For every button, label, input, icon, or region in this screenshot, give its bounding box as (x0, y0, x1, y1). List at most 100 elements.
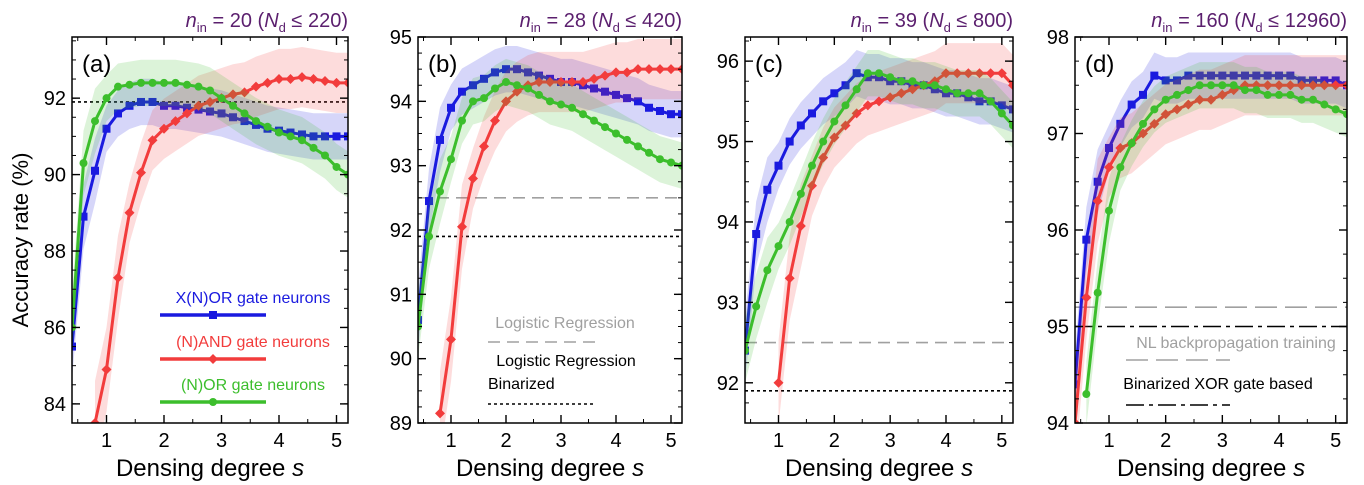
series-band (1075, 52, 1347, 417)
data-point (623, 135, 631, 144)
data-point (645, 148, 653, 157)
data-point (645, 103, 653, 112)
data-point (863, 73, 872, 82)
data-point (840, 120, 851, 131)
data-point (1320, 100, 1329, 109)
legend-label: Binarized XOR gate based (1123, 376, 1312, 393)
x-tick-label: 4 (610, 430, 621, 452)
data-point (785, 137, 794, 146)
x-tick-label: 3 (555, 430, 566, 452)
data-point (874, 96, 884, 107)
data-point (425, 232, 433, 241)
x-tick-label: 1 (445, 430, 456, 452)
plot-frame (71, 36, 349, 424)
title-part: = 160 ( (1173, 10, 1242, 32)
data-point (985, 68, 996, 79)
data-point (458, 87, 466, 96)
data-point (885, 92, 896, 103)
data-point (1150, 105, 1159, 114)
data-point (480, 94, 488, 103)
data-point (886, 77, 895, 86)
data-point (974, 68, 985, 79)
y-tick-label: 95 (1047, 317, 1069, 339)
data-point (1252, 71, 1261, 80)
data-point (952, 68, 963, 79)
x-axis-label: Densing degree s (1117, 455, 1305, 482)
y-tick-label: 95 (717, 132, 739, 154)
data-point (807, 180, 817, 191)
data-point (1075, 418, 1080, 423)
panel-label: (d) (1085, 51, 1114, 78)
data-point (1308, 80, 1318, 91)
data-point (1286, 90, 1295, 99)
y-tick-label: 90 (44, 165, 66, 187)
series-band (95, 47, 348, 423)
data-point (1296, 80, 1307, 91)
data-point (435, 408, 445, 419)
panel-c: 92 93 94 95 96 1 2 3 4 5 (c) Densing degree s nin = … (717, 10, 1014, 482)
data-point (447, 103, 455, 112)
data-point (612, 129, 620, 138)
data-point (343, 77, 348, 88)
data-point (1218, 81, 1227, 90)
x-axis-label-variable: s (961, 455, 973, 482)
data-point (491, 84, 499, 93)
data-point (942, 85, 950, 94)
data-point (1229, 81, 1238, 90)
y-tick-label: 94 (390, 91, 412, 113)
data-point (964, 93, 973, 102)
y-tick-label: 90 (390, 349, 412, 371)
data-point (321, 151, 329, 160)
data-point (1160, 109, 1171, 120)
x-axis-label-text: Densing degree (1117, 455, 1293, 482)
data-point (1081, 292, 1092, 303)
data-point (1173, 90, 1181, 99)
data-point (784, 273, 795, 284)
x-tick-label: 2 (829, 430, 840, 452)
data-point (862, 100, 873, 111)
title-part: ≤ 220) (286, 10, 348, 32)
data-point (763, 185, 772, 194)
data-point (1331, 105, 1340, 114)
data-point (1104, 162, 1114, 173)
data-point (479, 141, 489, 152)
data-point (147, 135, 158, 146)
data-point (830, 117, 839, 126)
data-point (567, 77, 577, 88)
panel-b: 89 90 91 92 93 94 95 1 2 3 4 5 (b) Densing degree s ni… (390, 10, 683, 482)
series-band (1075, 55, 1347, 423)
panel-title: nin = 160 (Nd ≤ 12960) (1151, 10, 1347, 35)
data-point (332, 162, 341, 171)
data-point (1241, 71, 1249, 80)
x-tick-label: 2 (158, 430, 169, 452)
legend-label: X(N)OR gate neurons (176, 290, 331, 307)
x-axis-label: Densing degree s (116, 455, 304, 482)
data-point (1309, 95, 1317, 104)
legend-label: (N)AND gate neurons (176, 334, 330, 351)
data-point (183, 80, 191, 89)
data-point (239, 87, 250, 98)
data-point (320, 75, 330, 86)
data-point (1115, 142, 1126, 153)
y-tick-label: 92 (44, 88, 66, 110)
data-point (796, 189, 805, 198)
data-point (589, 73, 599, 84)
data-point (1343, 110, 1347, 119)
data-point (90, 418, 100, 423)
data-point (1241, 86, 1249, 95)
title-part: d (279, 20, 286, 35)
plot-area (1075, 52, 1347, 423)
data-point (1275, 71, 1283, 80)
data-point (752, 302, 761, 311)
data-point (896, 88, 907, 99)
data-point (206, 86, 214, 95)
data-point (678, 110, 682, 119)
legend-label: Logistic Regression (496, 353, 636, 370)
data-point (205, 96, 215, 107)
data-point (113, 272, 123, 283)
data-point (907, 84, 918, 95)
data-point (1194, 94, 1205, 105)
y-tick-label: 96 (717, 51, 739, 73)
y-tick-label: 93 (717, 292, 739, 314)
